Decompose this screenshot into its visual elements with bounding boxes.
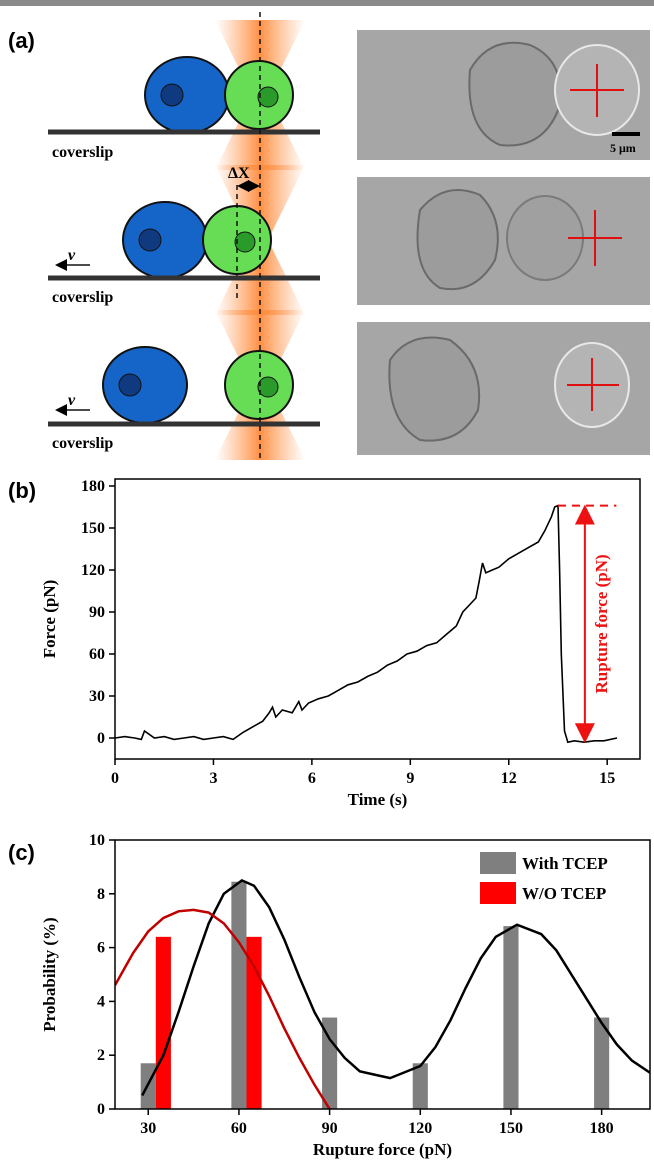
x-tick-label: 150 [499,1120,523,1137]
panel-label: (b) [8,478,36,503]
surface-label: coverslip [52,144,113,161]
legend-label: W/O TCEP [522,884,606,903]
y-tick-label: 180 [81,478,105,495]
micrograph [357,322,650,455]
bar [412,1063,428,1109]
annotation: Rupture force (pN) [592,554,611,693]
x-tick-label: 15 [599,770,615,787]
y-tick-label: 8 [97,886,105,903]
diagram-row: ΔX v coverslip [48,165,320,315]
bar [594,1017,610,1109]
y-tick-label: 2 [97,1047,105,1064]
x-tick-label: 9 [406,770,414,787]
bar [503,926,519,1109]
x-tick-label: 12 [501,770,517,787]
panel-label: (c) [8,840,35,865]
force-trace [115,504,618,744]
y-tick-label: 30 [89,688,105,705]
plot-frame [114,478,641,760]
displacement-label: ΔX [228,165,250,182]
bar [246,936,262,1109]
bar [322,1017,338,1109]
bar [231,881,247,1109]
y-tick-label: 4 [97,993,105,1010]
fit-curve [115,908,331,1109]
plot-frame [114,839,651,1110]
panel-label: (a) [8,28,35,53]
y-tick-label: 90 [89,604,105,621]
legend-swatch [480,852,516,874]
legend-label: With TCEP [522,854,608,873]
diagram-row: v coverslip [48,310,320,460]
x-axis-title: Time (s) [348,790,408,809]
top-rule [0,0,654,6]
y-tick-label: 6 [97,940,105,957]
surface-label: coverslip [52,289,113,306]
x-tick-label: 180 [590,1120,614,1137]
y-tick-label: 150 [81,520,105,537]
x-tick-label: 120 [408,1120,432,1137]
scale-bar-label: 5 μm [610,141,636,155]
y-axis-title: Probability (%) [40,917,59,1031]
y-tick-label: 10 [89,832,105,849]
surface-label: coverslip [52,435,113,452]
legend-swatch [480,882,516,904]
y-tick-label: 0 [97,730,105,747]
fit-curve [141,878,650,1097]
bar [155,936,171,1109]
x-tick-label: 30 [140,1120,156,1137]
y-tick-label: 60 [89,646,105,663]
y-axis-title: Force (pN) [40,580,59,659]
diagram-row: coverslip [48,20,320,170]
x-axis-title: Rupture force (pN) [313,1140,452,1159]
x-tick-label: 6 [308,770,316,787]
x-tick-label: 60 [231,1120,247,1137]
micrograph [357,177,650,305]
y-tick-label: 120 [81,562,105,579]
y-tick-label: 0 [97,1101,105,1118]
x-tick-label: 3 [209,770,217,787]
velocity-label: v [68,247,76,264]
velocity-label: v [68,392,76,409]
micrograph: 5 μm [357,30,650,160]
x-tick-label: 90 [322,1120,338,1137]
x-tick-label: 0 [111,770,119,787]
